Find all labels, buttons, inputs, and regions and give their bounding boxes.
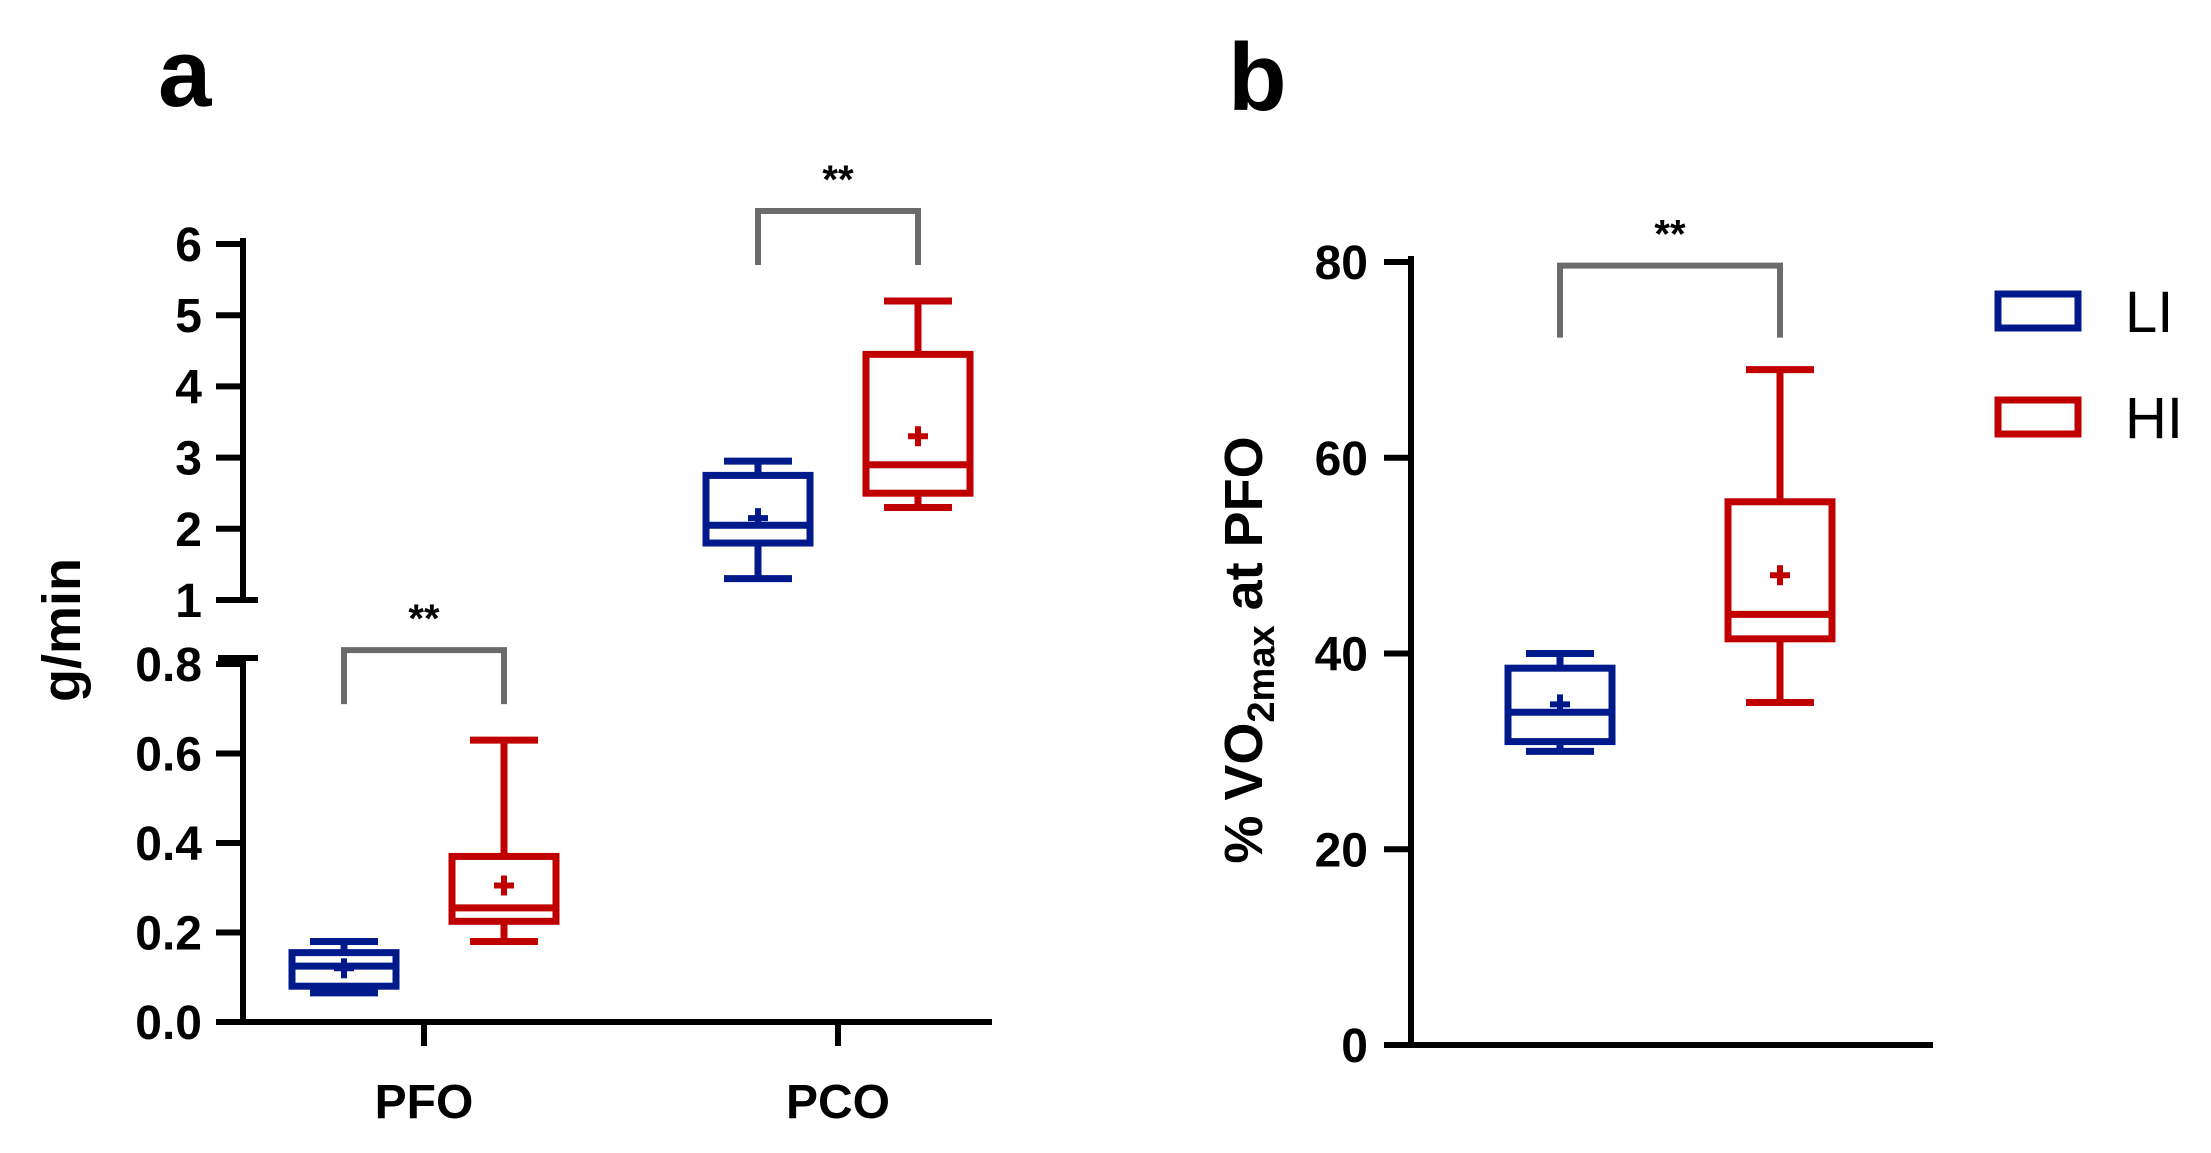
panel-a-lower-tick-label-2: 0.4 [135,818,202,871]
panel-b-significance-label: ** [1654,213,1686,257]
panel-a-x-label-pco: PCO [786,1076,890,1129]
panel-b-tick-label-3: 60 [1315,433,1368,486]
panel-a-lower-tick-label-4: 0.8 [135,639,202,692]
panel-a-box-pco-hi-iqr [862,350,974,497]
panel-a-upper-tick-label-2: 3 [175,433,202,486]
panel-a-significance-pfo-line [341,647,507,705]
panel-b-significance-line [1557,262,1783,338]
panel-a-significance: ** ** [341,158,921,705]
legend: LI HI [1994,280,2183,451]
panel-a-box-pco-li [702,457,814,583]
panel-a-lower-tick-label-0: 0.0 [135,997,202,1050]
panel-b-tick-label-4: 80 [1315,237,1368,290]
panel-a-box-pfo-hi [448,736,560,945]
legend-label-li: LI [2125,280,2173,345]
panel-b-box-li [1504,650,1616,755]
panel-a-box-pfo-hi-iqr [448,852,560,925]
legend-swatch-hi [1994,396,2082,438]
panel-a-upper-tick-label-1: 2 [175,504,202,557]
panel-a-lower-tick-label-1: 0.2 [135,908,202,961]
panel-a-box-pco-li-iqr [702,471,814,547]
panel-a-upper-tick-label-5: 6 [175,219,202,272]
panel-a-x-label-pfo: PFO [375,1076,474,1129]
panel-b-tick-label-2: 40 [1315,629,1368,682]
panel-a-lower-ticks: 0.0 0.2 0.4 0.6 0.8 [135,639,243,1050]
panel-a-box-pfo-li [288,937,400,997]
panel-a-significance-pco: ** [755,158,921,265]
panel-label-a: a [158,20,212,127]
panel-b-ticks: 0 20 40 60 80 [1315,237,1411,1073]
panel-a-significance-pco-line [755,207,921,265]
panel-a-box-pco-hi [862,297,974,511]
panel-a-boxes [288,297,974,997]
panel-b-tick-label-0: 0 [1341,1020,1368,1073]
panel-a-upper-tick-label-3: 4 [175,361,202,414]
panel-a-significance-pco-label: ** [822,158,854,202]
panel-a-lower-tick-label-3: 0.6 [135,729,202,782]
panel-b-y-axis-label: % VO2max at PFO [1214,436,1283,863]
panel-b-tick-label-1: 20 [1315,824,1368,877]
legend-label-hi: HI [2125,386,2183,451]
panel-a-upper-ticks: 1 2 3 4 5 6 [175,219,243,628]
panel-a-upper-tick-label-0: 1 [175,575,202,628]
panel-a-upper-tick-label-4: 5 [175,290,202,343]
legend-swatch-li [1994,290,2082,332]
panel-b-box-hi [1724,366,1836,706]
panel-a-significance-pfo: ** [341,597,507,705]
panel-a-y-axis-label: g/min [32,558,92,702]
panel-a-significance-pfo-label: ** [408,597,440,641]
panel-b-boxes [1504,366,1836,755]
panel-b-box-hi-iqr [1724,498,1836,643]
panel-b-significance: ** [1557,213,1783,338]
panel-b-significance: ** [1557,213,1783,338]
panel-label-b: b [1228,24,1287,131]
panel-b-plot: % VO2max at PFO 0 20 40 60 80 ** [1214,213,1933,1073]
panel-b-box-li-iqr [1504,664,1616,746]
